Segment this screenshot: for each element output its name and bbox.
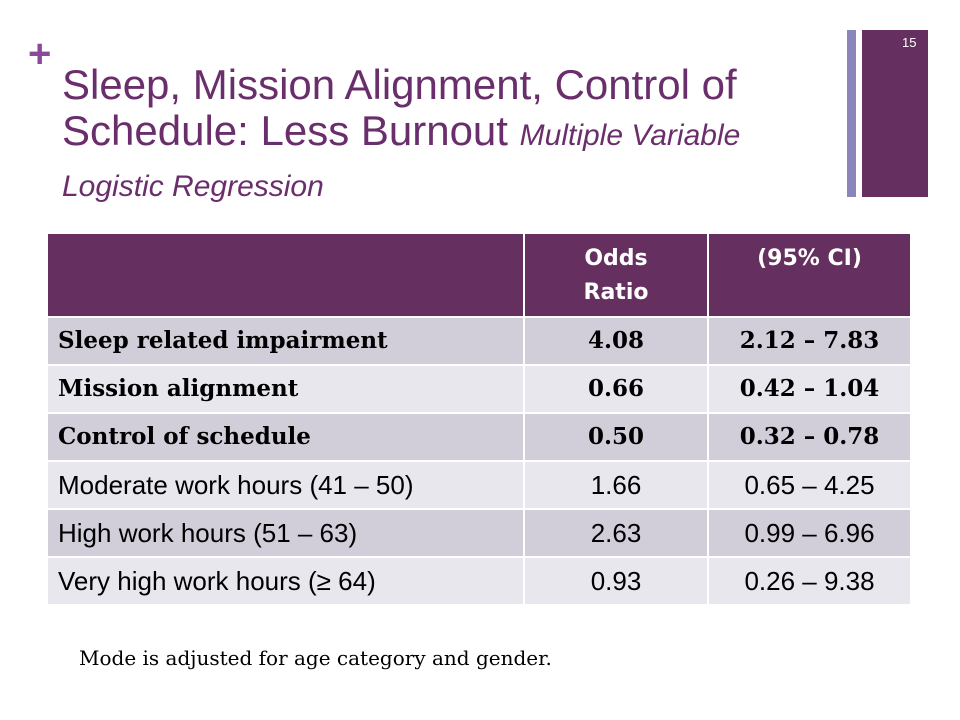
footnote: Mode is adjusted for age category and ge… xyxy=(79,646,552,670)
header-cell-blank xyxy=(46,232,525,318)
ci-value: 2.12 – 7.83 xyxy=(707,316,912,366)
ci-value: 0.99 – 6.96 xyxy=(707,508,912,558)
title-subtitle: Multiple Variable Logistic Regression xyxy=(62,119,741,203)
odds-ratio-value: 0.93 xyxy=(523,556,709,606)
odds-ratio-value: 0.66 xyxy=(523,364,709,414)
slide-title: Sleep, Mission Alignment, Control of Sch… xyxy=(62,62,792,210)
ci-value: 0.42 – 1.04 xyxy=(707,364,912,414)
side-accent-bar-thin xyxy=(847,30,856,197)
ci-value: 0.32 – 0.78 xyxy=(707,412,912,462)
row-label: Moderate work hours (41 – 50) xyxy=(46,460,525,510)
ci-value: 0.65 – 4.25 xyxy=(707,460,912,510)
row-label: Very high work hours (≥ 64) xyxy=(46,556,525,606)
table-row: High work hours (51 – 63) 2.63 0.99 – 6.… xyxy=(46,508,912,558)
row-label: Mission alignment xyxy=(46,364,525,414)
row-label: Sleep related impairment xyxy=(46,316,525,366)
row-label: Control of schedule xyxy=(46,412,525,462)
odds-ratio-value: 1.66 xyxy=(523,460,709,510)
table-row: Mission alignment 0.66 0.42 – 1.04 xyxy=(46,364,912,414)
regression-table: Odds Ratio (95% CI) Sleep related impair… xyxy=(46,232,912,606)
slide-number: 15 xyxy=(902,35,917,50)
header-odds-ratio: Odds Ratio xyxy=(523,232,709,318)
table-row: Sleep related impairment 4.08 2.12 – 7.8… xyxy=(46,316,912,366)
plus-icon: + xyxy=(28,32,52,76)
odds-ratio-value: 4.08 xyxy=(523,316,709,366)
ci-value: 0.26 – 9.38 xyxy=(707,556,912,606)
table-row: Moderate work hours (41 – 50) 1.66 0.65 … xyxy=(46,460,912,510)
header-ci: (95% CI) xyxy=(707,232,912,318)
side-accent-bar xyxy=(862,30,928,197)
table-header-row: Odds Ratio (95% CI) xyxy=(46,232,912,318)
row-label: High work hours (51 – 63) xyxy=(46,508,525,558)
table-row: Very high work hours (≥ 64) 0.93 0.26 – … xyxy=(46,556,912,606)
header-odds-ratio-label: Odds Ratio xyxy=(583,246,649,305)
odds-ratio-value: 2.63 xyxy=(523,508,709,558)
odds-ratio-value: 0.50 xyxy=(523,412,709,462)
title-main: Sleep, Mission Alignment, Control of Sch… xyxy=(62,61,737,154)
table-row: Control of schedule 0.50 0.32 – 0.78 xyxy=(46,412,912,462)
